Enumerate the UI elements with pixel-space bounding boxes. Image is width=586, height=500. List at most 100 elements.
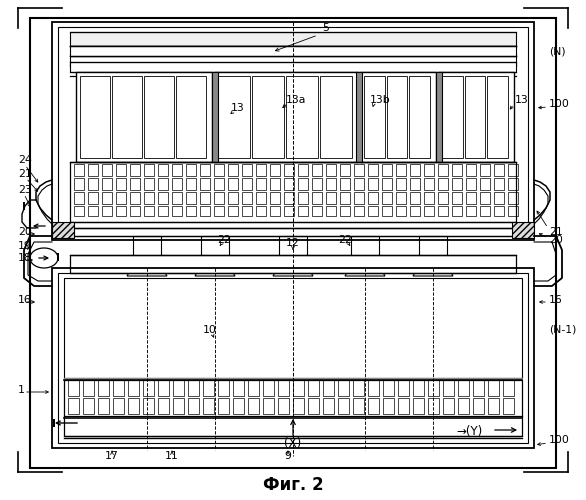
Bar bbox=[188, 380, 199, 396]
Bar bbox=[353, 398, 364, 414]
Bar bbox=[368, 164, 378, 176]
Bar bbox=[512, 222, 534, 238]
Bar bbox=[452, 178, 462, 190]
Bar bbox=[353, 380, 364, 396]
Bar bbox=[278, 380, 289, 396]
Bar bbox=[113, 398, 124, 414]
Text: 13: 13 bbox=[231, 103, 245, 113]
Bar bbox=[284, 206, 294, 216]
Bar bbox=[278, 398, 289, 414]
Bar bbox=[480, 192, 490, 204]
Bar bbox=[368, 192, 378, 204]
Bar bbox=[326, 192, 336, 204]
Bar bbox=[172, 164, 182, 176]
Bar bbox=[214, 72, 358, 162]
Bar bbox=[382, 178, 392, 190]
Bar bbox=[113, 380, 124, 396]
Bar bbox=[200, 164, 210, 176]
Bar bbox=[382, 206, 392, 216]
Text: 24: 24 bbox=[18, 155, 32, 165]
Text: 21: 21 bbox=[549, 227, 563, 237]
Bar bbox=[70, 46, 516, 56]
Bar bbox=[256, 192, 266, 204]
Bar bbox=[256, 164, 266, 176]
Bar bbox=[503, 380, 514, 396]
Bar bbox=[242, 178, 252, 190]
Bar bbox=[144, 178, 154, 190]
Bar bbox=[503, 398, 514, 414]
Bar bbox=[256, 206, 266, 216]
Bar bbox=[488, 398, 499, 414]
Bar bbox=[368, 178, 378, 190]
Text: 13b: 13b bbox=[370, 95, 391, 105]
Text: 1: 1 bbox=[18, 385, 25, 395]
Bar bbox=[228, 192, 238, 204]
Bar bbox=[284, 178, 294, 190]
Bar bbox=[293, 380, 304, 396]
Bar bbox=[74, 206, 84, 216]
Bar bbox=[438, 206, 448, 216]
Bar bbox=[186, 164, 196, 176]
Bar bbox=[128, 380, 139, 396]
Bar bbox=[424, 206, 434, 216]
Bar bbox=[74, 192, 84, 204]
Bar bbox=[354, 178, 364, 190]
Bar bbox=[88, 206, 98, 216]
Bar bbox=[443, 398, 454, 414]
Bar bbox=[214, 164, 224, 176]
Bar bbox=[466, 206, 476, 216]
Bar bbox=[452, 164, 462, 176]
Bar bbox=[382, 164, 392, 176]
Bar bbox=[298, 178, 308, 190]
Bar bbox=[326, 164, 336, 176]
Bar bbox=[252, 76, 284, 158]
Bar bbox=[116, 192, 126, 204]
Text: 20: 20 bbox=[549, 235, 563, 245]
Bar bbox=[480, 164, 490, 176]
Bar bbox=[228, 178, 238, 190]
Bar bbox=[203, 398, 214, 414]
Bar bbox=[480, 178, 490, 190]
Polygon shape bbox=[195, 266, 235, 276]
Bar bbox=[410, 206, 420, 216]
Bar bbox=[494, 178, 504, 190]
Bar bbox=[200, 178, 210, 190]
Text: 20: 20 bbox=[18, 227, 32, 237]
Bar bbox=[52, 268, 534, 448]
Bar bbox=[242, 192, 252, 204]
Bar bbox=[284, 164, 294, 176]
Bar bbox=[176, 76, 206, 158]
Bar bbox=[102, 192, 112, 204]
Bar bbox=[158, 192, 168, 204]
Bar bbox=[312, 192, 322, 204]
Bar bbox=[158, 380, 169, 396]
Bar bbox=[270, 192, 280, 204]
Text: 18: 18 bbox=[18, 253, 32, 263]
Bar bbox=[442, 76, 463, 158]
Bar bbox=[116, 206, 126, 216]
Bar bbox=[387, 76, 407, 158]
Text: 23: 23 bbox=[18, 185, 32, 195]
Bar bbox=[74, 164, 84, 176]
Bar bbox=[83, 398, 94, 414]
Bar bbox=[443, 380, 454, 396]
Bar bbox=[214, 192, 224, 204]
Bar bbox=[133, 236, 161, 266]
Bar bbox=[83, 380, 94, 396]
Bar bbox=[340, 164, 350, 176]
Polygon shape bbox=[273, 266, 313, 276]
Bar bbox=[112, 76, 142, 158]
Bar bbox=[102, 164, 112, 176]
Bar bbox=[30, 18, 556, 468]
Bar bbox=[428, 380, 439, 396]
Bar bbox=[242, 206, 252, 216]
Bar bbox=[494, 192, 504, 204]
Bar bbox=[98, 380, 109, 396]
Bar bbox=[70, 62, 516, 72]
Bar bbox=[508, 206, 518, 216]
Bar bbox=[200, 192, 210, 204]
Text: 12: 12 bbox=[286, 238, 300, 248]
Bar bbox=[368, 380, 379, 396]
Bar bbox=[279, 236, 307, 266]
Bar bbox=[203, 380, 214, 396]
